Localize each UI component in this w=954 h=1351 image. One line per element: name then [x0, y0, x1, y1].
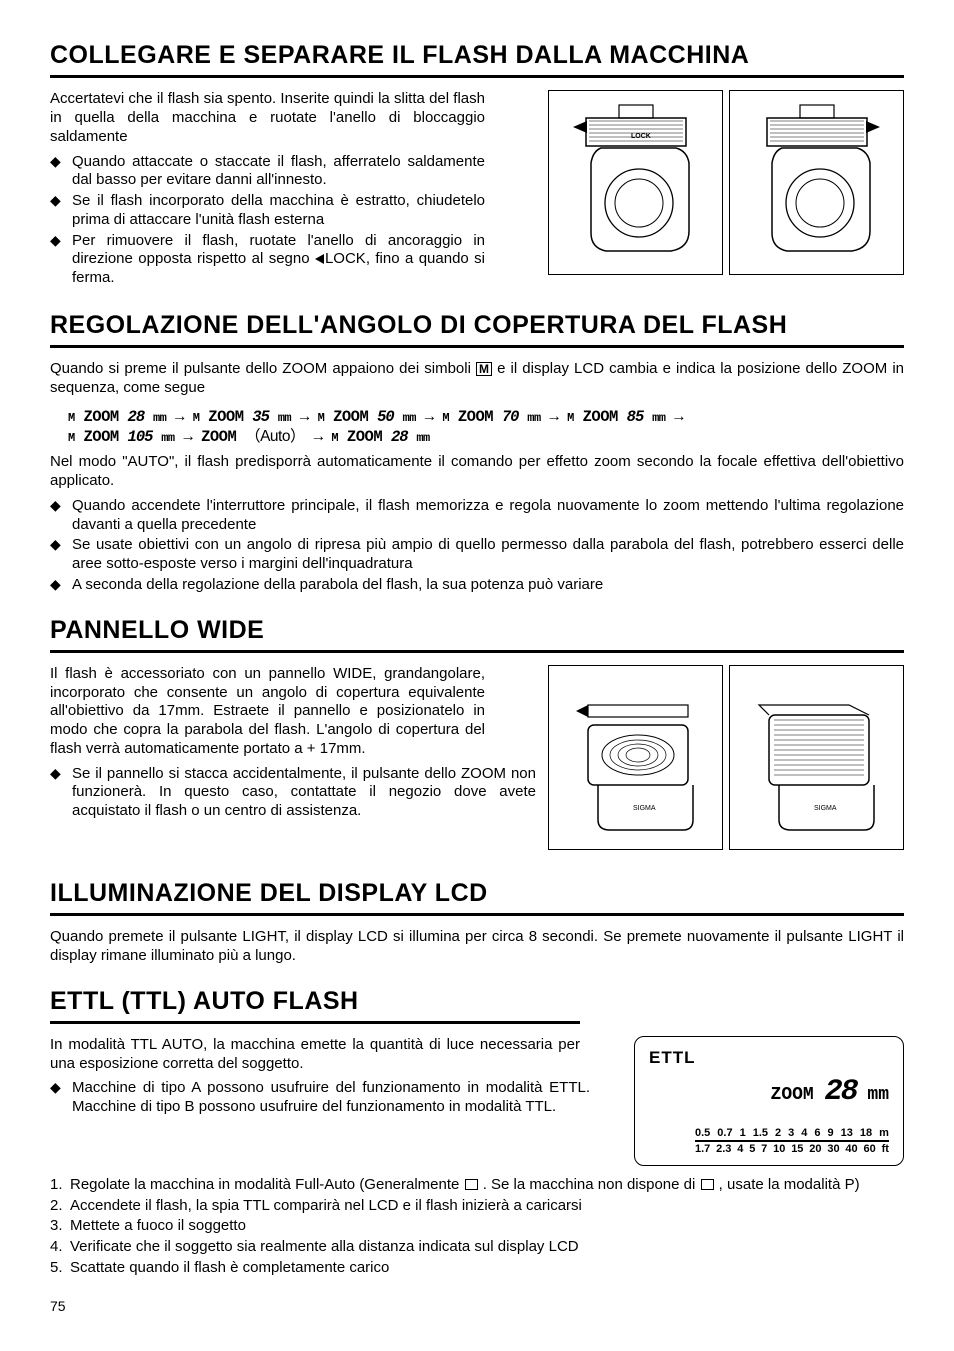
page-number: 75	[50, 1298, 904, 1316]
step1-c: , usate la modalità P)	[715, 1176, 860, 1193]
flash-mount-icon-left: LOCK	[561, 103, 711, 263]
zoom-after-seq: Nel modo "AUTO", il flash predisporrà au…	[50, 453, 904, 491]
attach-bullets: Quando attaccate o staccate il flash, af…	[50, 153, 485, 288]
ettl-intro: In modalità TTL AUTO, la macchina emette…	[50, 1036, 580, 1074]
lcd-zoom-value: 28	[825, 1075, 857, 1109]
lcd-zoom-unit: mm	[867, 1085, 889, 1105]
zoom-bullets: Quando accendete l'interruttore principa…	[50, 497, 904, 595]
attach-intro: Accertatevi che il flash sia spento. Ins…	[50, 90, 485, 146]
lcd-zoom-row: ZOOM 28 mm	[649, 1074, 889, 1112]
lcd-light-text: Quando premete il pulsante LIGHT, il dis…	[50, 928, 904, 966]
zoom-bullet-3: A seconda della regolazione della parabo…	[50, 576, 904, 595]
section-ettl: ETTL (TTL) AUTO FLASH ETTL ZOOM 28 mm 0.…	[50, 986, 904, 1278]
heading-zoom: REGOLAZIONE DELL'ANGOLO DI COPERTURA DEL…	[50, 310, 904, 348]
lcd-ettl-label: ETTL	[649, 1047, 889, 1068]
heading-ettl: ETTL (TTL) AUTO FLASH	[50, 986, 580, 1024]
attach-illustration: LOCK	[548, 90, 904, 275]
section-attach: COLLEGARE E SEPARARE IL FLASH DALLA MACC…	[50, 40, 904, 290]
lcd-display-illustration: ETTL ZOOM 28 mm 0.50.711.5234691318m 1.7…	[634, 1036, 904, 1166]
svg-text:LOCK: LOCK	[631, 133, 651, 140]
section-lcd-light: ILLUMINAZIONE DEL DISPLAY LCD Quando pre…	[50, 878, 904, 966]
ettl-step-5: 5.Scattate quando il flash è completamen…	[50, 1259, 904, 1278]
attach-bullet-2: Se il flash incorporato della macchina è…	[50, 192, 485, 230]
wide-bullets: Se il pannello si stacca accidentalmente…	[50, 765, 904, 821]
ettl-bullet-1: Macchine di tipo A possono usufruire del…	[50, 1079, 590, 1117]
heading-lcd-light: ILLUMINAZIONE DEL DISPLAY LCD	[50, 878, 904, 916]
square-icon	[701, 1179, 714, 1190]
ettl-step-3: 3.Mettete a fuoco il soggetto	[50, 1217, 904, 1236]
section-wide: PANNELLO WIDE SIGMA SIGMA	[50, 615, 904, 858]
heading-attach: COLLEGARE E SEPARARE IL FLASH DALLA MACC…	[50, 40, 904, 78]
step1-b: . Se la macchina non dispone di	[479, 1176, 700, 1193]
attach-bullet-1: Quando attaccate o staccate il flash, af…	[50, 153, 485, 191]
flash-mount-icon-right	[742, 103, 892, 263]
wide-illustration: SIGMA SIGMA	[548, 665, 904, 850]
zoom-bullet-2: Se usate obiettivi con un angolo di ripr…	[50, 536, 904, 574]
triangle-left-icon	[315, 254, 324, 264]
wide-intro: Il flash è accessoriato con un pannello …	[50, 665, 485, 759]
ettl-step-1: 1. Regolate la macchina in modalità Full…	[50, 1176, 904, 1195]
m-symbol-icon: M	[476, 362, 492, 376]
step1-a: Regolate la macchina in modalità Full-Au…	[70, 1176, 464, 1193]
section-zoom: REGOLAZIONE DELL'ANGOLO DI COPERTURA DEL…	[50, 310, 904, 595]
square-icon	[465, 1179, 478, 1190]
zoom-bullet-1: Quando accendete l'interruttore principa…	[50, 497, 904, 535]
ettl-bullets: Macchine di tipo A possono usufruire del…	[50, 1079, 590, 1117]
zoom-intro: Quando si preme il pulsante dello ZOOM a…	[50, 360, 904, 398]
lcd-distance-scale: 0.50.711.5234691318m 1.72.34571015203040…	[695, 1127, 889, 1155]
wide-bullet-1: Se il pannello si stacca accidentalmente…	[50, 765, 904, 821]
ettl-steps: 1. Regolate la macchina in modalità Full…	[50, 1176, 904, 1278]
lcd-zoom-label: ZOOM	[771, 1085, 814, 1105]
ettl-step-4: 4.Verificate che il soggetto sia realmen…	[50, 1238, 904, 1257]
ettl-step-2: 2.Accendete il flash, la spia TTL compar…	[50, 1197, 904, 1216]
attach-bullet-3: Per rimuovere il flash, ruotate l'anello…	[50, 232, 485, 288]
zoom-intro-a: Quando si preme il pulsante dello ZOOM a…	[50, 360, 476, 377]
zoom-sequence: M ZOOM 28 mm → M ZOOM 35 mm → M ZOOM 50 …	[50, 404, 904, 454]
heading-wide: PANNELLO WIDE	[50, 615, 904, 653]
